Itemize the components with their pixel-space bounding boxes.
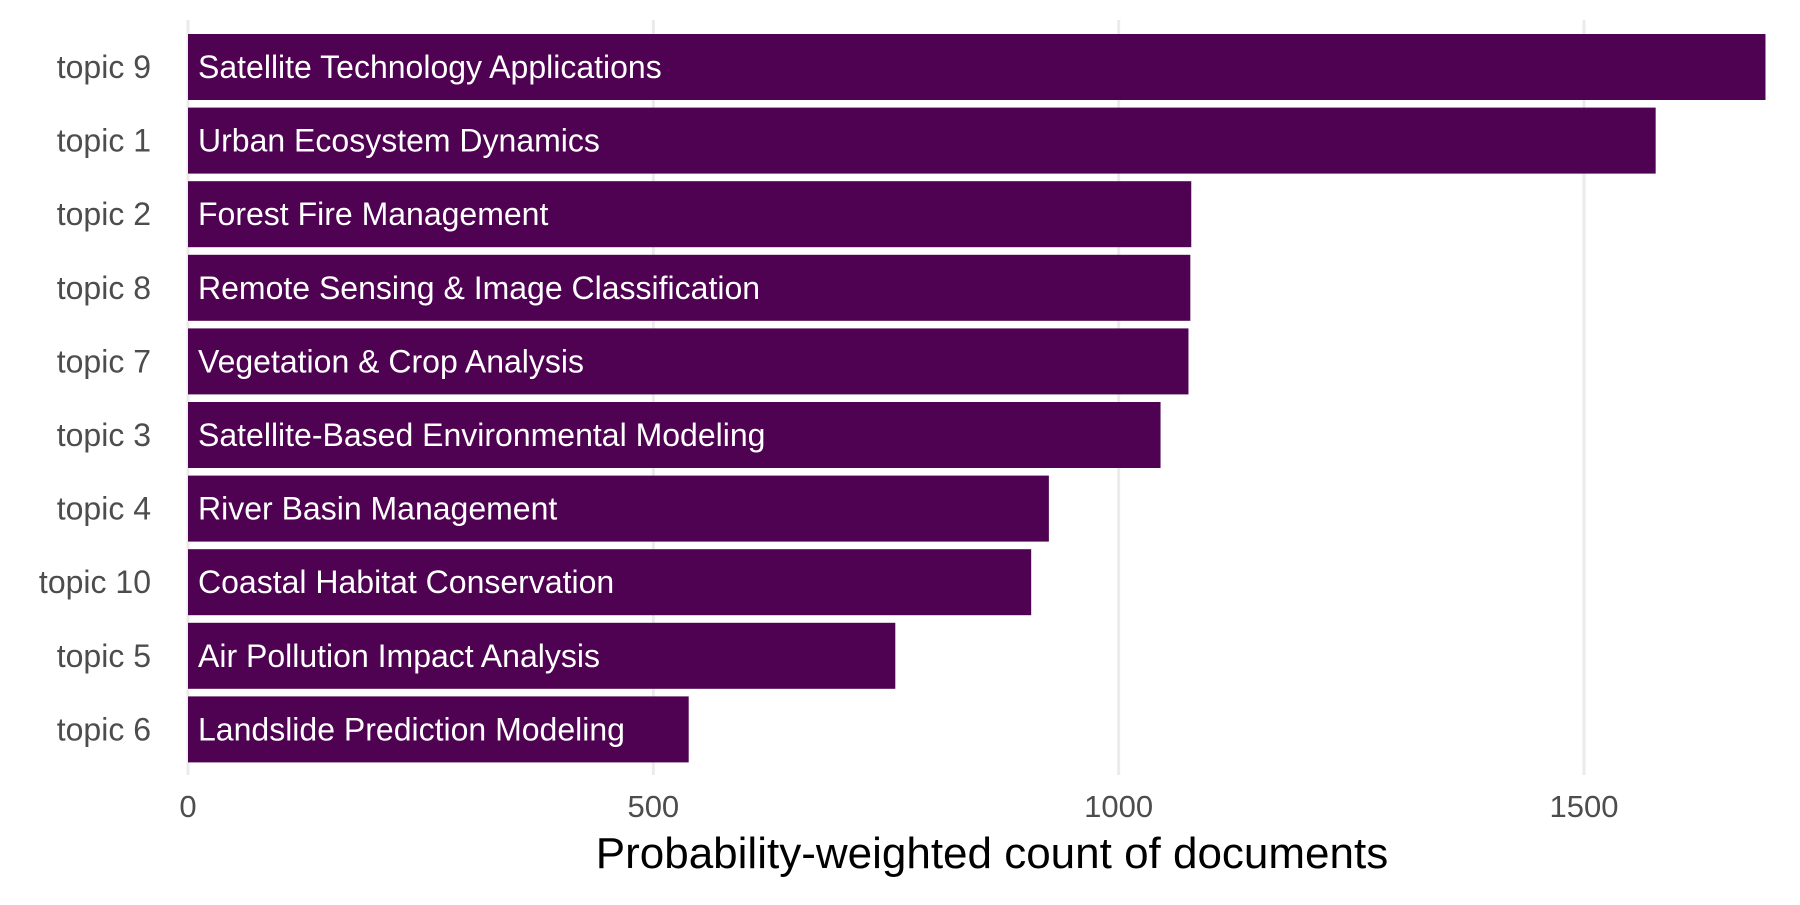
y-tick-label: topic 7 <box>57 343 151 379</box>
x-tick-label: 1000 <box>1084 789 1153 824</box>
bar-label: Urban Ecosystem Dynamics <box>198 123 600 159</box>
bar <box>188 34 1766 100</box>
bar <box>188 402 1161 468</box>
bar-label: Landslide Prediction Modeling <box>198 711 625 747</box>
x-tick-label: 500 <box>627 789 679 824</box>
y-axis-tick-labels: topic 9 topic 1 topic 2 topic 8 topic 7 topic… <box>39 49 151 747</box>
y-tick-label: topic 6 <box>57 711 151 747</box>
x-tick-label: 1500 <box>1550 789 1619 824</box>
bar <box>188 475 1049 542</box>
bar <box>188 622 896 689</box>
y-tick-label: topic 10 <box>39 564 151 600</box>
bar <box>188 549 1032 616</box>
bar-label: Vegetation & Crop Analysis <box>198 343 584 379</box>
bar <box>188 254 1191 321</box>
bar <box>188 328 1189 395</box>
bar <box>188 107 1656 174</box>
y-tick-label: topic 5 <box>57 638 151 674</box>
bar-label: Remote Sensing & Image Classification <box>198 270 760 306</box>
bar <box>188 696 689 763</box>
y-tick-label: topic 8 <box>57 270 151 306</box>
y-tick-label: topic 9 <box>57 49 151 85</box>
bar-label: Satellite-Based Environmental Modeling <box>198 417 765 453</box>
bar-label: Air Pollution Impact Analysis <box>198 638 600 674</box>
bar-label: Forest Fire Management <box>198 196 548 232</box>
y-tick-label: topic 1 <box>57 123 151 159</box>
bar-label: Satellite Technology Applications <box>198 49 662 85</box>
y-tick-label: topic 3 <box>57 417 151 453</box>
bar-labels: Satellite Technology Applications Urban E… <box>198 49 765 747</box>
y-tick-label: topic 2 <box>57 196 151 232</box>
bars <box>188 34 1766 763</box>
x-axis-tick-labels: 0 500 1000 1500 <box>179 789 1618 824</box>
x-axis-title: Probability-weighted count of documents <box>596 829 1388 878</box>
bar-label: Coastal Habitat Conservation <box>198 564 614 600</box>
bar <box>188 181 1192 248</box>
bar-label: River Basin Management <box>198 491 557 527</box>
x-tick-label: 0 <box>179 789 196 824</box>
y-tick-label: topic 4 <box>57 491 151 527</box>
